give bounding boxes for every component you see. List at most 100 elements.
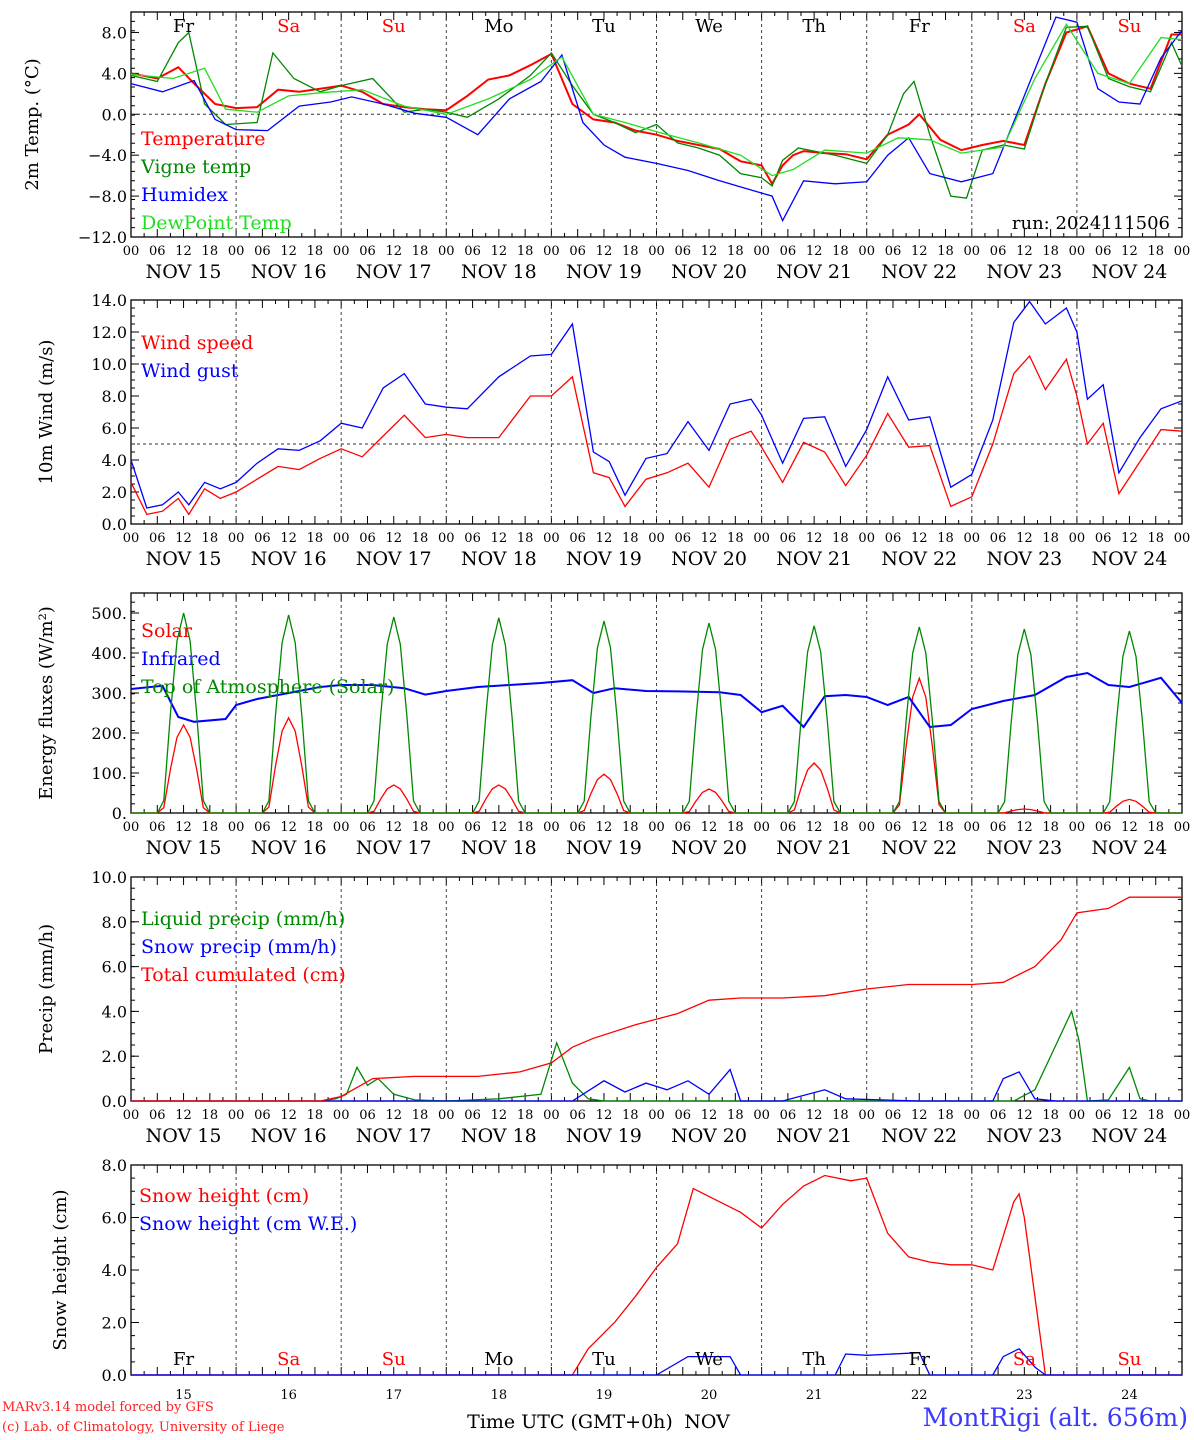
hour-tick-label: 00 [1069, 244, 1086, 259]
legend-entry: Humidex [141, 184, 228, 206]
hour-tick-label: 18 [517, 244, 534, 259]
date-label: NOV 18 [461, 1125, 537, 1147]
hour-tick-label: 12 [701, 531, 718, 546]
legend-entry: Wind speed [141, 332, 253, 354]
hour-tick-label: 12 [491, 531, 508, 546]
series-line-0 [130, 354, 1183, 516]
hour-tick-label: 00 [858, 1108, 875, 1123]
plot-frame [130, 299, 1183, 525]
hour-tick-label: 00 [1069, 531, 1086, 546]
hour-tick-label: 18 [937, 1108, 954, 1123]
hour-tick-label: 18 [622, 1108, 639, 1123]
y-axis-label: 10m Wind (m/s) [36, 340, 57, 485]
date-label: NOV 23 [986, 1125, 1062, 1147]
hour-tick-label: 12 [280, 244, 297, 259]
day-name: Fr [909, 1349, 930, 1370]
day-number: 19 [596, 1388, 613, 1403]
hour-tick-label: 06 [254, 531, 271, 546]
day-name: We [695, 1349, 723, 1370]
hour-tick-label: 00 [1069, 820, 1086, 835]
hour-tick-label: 18 [202, 244, 219, 259]
hour-tick-label: 18 [412, 531, 429, 546]
hour-tick-label: 00 [438, 531, 455, 546]
hour-tick-label: 18 [937, 531, 954, 546]
hour-tick-label: 06 [675, 244, 692, 259]
panel-5: 0.0 2.0 4.0 6.0 8.0 Snow height (cm) Snow heig… [50, 1156, 1183, 1433]
hour-tick-label: 18 [1147, 244, 1164, 259]
hour-tick-label: 00 [438, 244, 455, 259]
x-axis-label: Time UTC (GMT+0h) [467, 1411, 673, 1433]
series-line-1 [130, 671, 1183, 729]
panel-2: 0.0 2.0 4.0 6.0 8.0 10.0 12.0 14.0 10m Wind (m/s… [36, 291, 1190, 570]
hour-tick-label: 00 [964, 820, 981, 835]
hour-tick-label: 06 [780, 531, 797, 546]
legend-entry: Top of Atmosphere (Solar) [141, 676, 394, 698]
hour-tick-label: 12 [491, 820, 508, 835]
hour-tick-label: 00 [648, 820, 665, 835]
hour-tick-label: 06 [569, 244, 586, 259]
series-line-2 [131, 612, 1182, 814]
hour-tick-label: 12 [491, 1108, 508, 1123]
y-tick-label: 2.0 [102, 1314, 127, 1333]
hour-tick-label: 00 [858, 820, 875, 835]
y-tick-label: 2.0 [102, 483, 127, 502]
legend-entry: Solar [141, 620, 193, 642]
hour-tick-label: 00 [228, 531, 245, 546]
hour-tick-label: 12 [1016, 1108, 1033, 1123]
hour-tick-label: 06 [780, 244, 797, 259]
series-line-1 [130, 25, 1183, 199]
hour-tick-label: 00 [858, 531, 875, 546]
day-number: 18 [491, 1388, 508, 1403]
y-tick-label: −12.0 [78, 228, 127, 247]
hour-tick-label: 06 [990, 244, 1007, 259]
hour-tick-label: 06 [780, 820, 797, 835]
hour-tick-label: 00 [753, 820, 770, 835]
hour-tick-label: 00 [123, 820, 140, 835]
hour-tick-label: 06 [885, 1108, 902, 1123]
y-tick-label: 0.0 [102, 1366, 127, 1385]
date-label: NOV 17 [356, 837, 432, 859]
day-number: 16 [280, 1388, 297, 1403]
day-name: Tu [592, 1349, 616, 1370]
date-label: NOV 22 [881, 1125, 957, 1147]
panel-1: 8.0 4.0 0.0 −4.0 −8.0 −12.0 2m Temp. (°C) 00 06 1… [22, 11, 1190, 283]
hour-tick-label: 18 [1042, 531, 1059, 546]
hour-tick-label: 06 [359, 1108, 376, 1123]
day-name: Su [1117, 16, 1141, 37]
date-label: NOV 20 [671, 261, 747, 283]
model-credit: MARv3.14 model forced by GFS [2, 1400, 214, 1415]
hour-tick-label: 00 [543, 1108, 560, 1123]
y-tick-label: 4.0 [102, 1002, 127, 1021]
hour-tick-label: 18 [517, 820, 534, 835]
hour-tick-label: 12 [175, 1108, 192, 1123]
day-number: 23 [1016, 1388, 1033, 1403]
legend-entry: DewPoint Temp [141, 212, 292, 234]
hour-tick-label: 18 [832, 820, 849, 835]
y-tick-label: 8.0 [102, 913, 127, 932]
series-line-1 [131, 1068, 1182, 1102]
hour-tick-label: 12 [1121, 531, 1138, 546]
y-tick-label: 6.0 [102, 419, 127, 438]
panel-3: 0. 100. 200. 300. 400. 500. Energy fluxes (W/m… [36, 592, 1190, 859]
hour-tick-label: 12 [385, 1108, 402, 1123]
hour-tick-label: 18 [937, 820, 954, 835]
hour-tick-label: 12 [1016, 531, 1033, 546]
day-name: Mo [484, 16, 513, 37]
series-line-0 [131, 1009, 1182, 1102]
date-label: NOV 24 [1092, 548, 1168, 570]
date-label: NOV 19 [566, 837, 642, 859]
hour-tick-label: 00 [228, 244, 245, 259]
hour-tick-label: 06 [464, 244, 481, 259]
date-label: NOV 16 [251, 837, 327, 859]
hour-tick-label: 12 [596, 820, 613, 835]
hour-tick-label: 00 [333, 820, 350, 835]
day-name: Th [802, 1349, 826, 1370]
hour-tick-label: 06 [990, 1108, 1007, 1123]
day-name: Su [382, 1349, 406, 1370]
hour-tick-label: 18 [412, 1108, 429, 1123]
date-label: NOV 17 [356, 1125, 432, 1147]
y-tick-label: 10.0 [91, 868, 127, 887]
y-tick-label: 4.0 [102, 451, 127, 470]
date-label: NOV 16 [251, 1125, 327, 1147]
hour-tick-label: 06 [780, 1108, 797, 1123]
